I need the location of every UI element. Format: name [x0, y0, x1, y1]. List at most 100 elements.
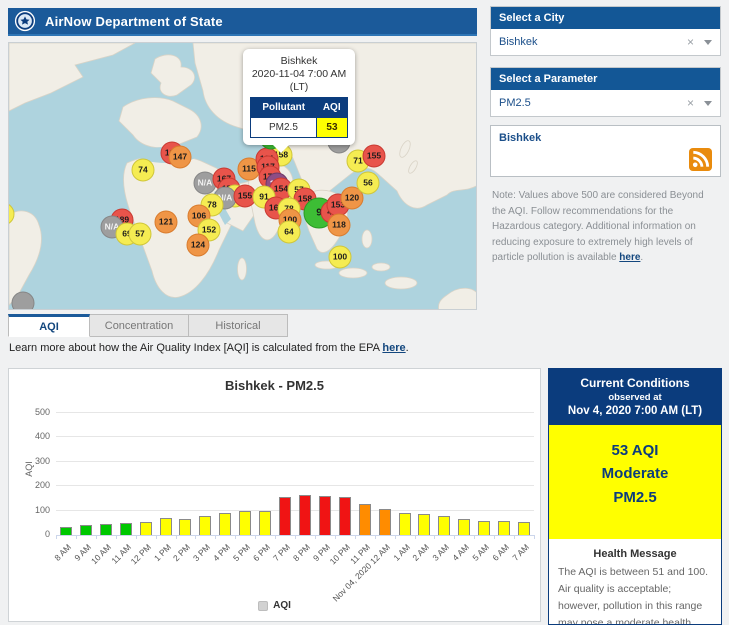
health-message-text: The AQI is between 51 and 100. Air quali…: [549, 564, 721, 625]
chart-yaxis-title: AQI: [24, 461, 34, 477]
aqi-map-marker[interactable]: 118: [328, 214, 351, 237]
popup-col-aqi: AQI: [316, 98, 347, 118]
aqi-map-marker[interactable]: 124: [187, 234, 210, 257]
aqi-map-marker[interactable]: 57: [129, 223, 152, 246]
observed-datetime: Nov 4, 2020 7:00 AM (LT): [553, 405, 717, 417]
x-axis-tick: [355, 535, 356, 539]
aqi-bar[interactable]: [279, 497, 291, 535]
y-axis-tick-label: 300: [35, 456, 50, 466]
legend-label: AQI: [273, 600, 291, 611]
aqi-bar[interactable]: [399, 513, 411, 535]
note-suffix: .: [640, 252, 643, 263]
aqi-bar[interactable]: [339, 497, 351, 535]
aqi-map-marker[interactable]: 64: [278, 221, 301, 244]
parameter-select-value: PM2.5: [499, 97, 687, 109]
aqi-bar[interactable]: [438, 516, 450, 535]
aqi-map-marker[interactable]: 147: [169, 146, 192, 169]
gridline: [56, 461, 534, 462]
popup-datetime: 2020-11-04 7:00 AM: [248, 68, 350, 81]
y-axis-tick-label: 200: [35, 480, 50, 490]
tab-concentration[interactable]: Concentration: [90, 314, 189, 337]
city-feed-box[interactable]: Bishkek: [490, 125, 721, 177]
city-select[interactable]: Bishkek ×: [491, 29, 720, 55]
aqi-bar[interactable]: [219, 513, 231, 535]
parameter-select[interactable]: PM2.5 ×: [491, 90, 720, 116]
aqi-bar[interactable]: [120, 523, 132, 535]
x-axis-tick: [255, 535, 256, 539]
aqi-bar[interactable]: [458, 519, 470, 535]
app-header: AirNow Department of State: [8, 8, 477, 36]
aqi-map-marker[interactable]: 155: [363, 145, 386, 168]
tab-aqi[interactable]: AQI: [8, 314, 90, 337]
airnow-page: AirNow Department of State: [0, 0, 729, 625]
aqi-bar[interactable]: [199, 516, 211, 535]
aqi-summary-block: 53 AQI Moderate PM2.5: [549, 425, 721, 539]
aqi-bar[interactable]: [518, 522, 530, 535]
x-axis-tick: [335, 535, 336, 539]
y-axis-tick-label: 100: [35, 505, 50, 515]
popup-col-pollutant: Pollutant: [251, 98, 317, 118]
aqi-bar[interactable]: [379, 509, 391, 535]
aqi-bar[interactable]: [498, 521, 510, 535]
x-axis-tick: [454, 535, 455, 539]
aqi-map-marker[interactable]: 100: [329, 246, 352, 269]
aqi-chart-panel: Bishkek - PM2.5 AQI 01002003004005008 AM…: [8, 368, 541, 622]
aqi-map-marker[interactable]: 121: [155, 211, 178, 234]
aqi-bar[interactable]: [60, 527, 72, 535]
x-axis-tick: [116, 535, 117, 539]
world-aqi-map[interactable]: 816214774N/A167115150152N/A1557810615212…: [8, 42, 477, 310]
current-conditions-title: Current Conditions: [553, 376, 717, 390]
aqi-map-marker[interactable]: [12, 292, 35, 311]
aqi-map-marker[interactable]: 56: [357, 172, 380, 195]
chart-legend[interactable]: AQI: [9, 600, 540, 611]
aqi-bar[interactable]: [239, 511, 251, 535]
aqi-bar[interactable]: [179, 519, 191, 535]
chevron-down-icon[interactable]: [704, 40, 712, 45]
aqi-bar[interactable]: [80, 525, 92, 535]
x-axis-tick: [295, 535, 296, 539]
x-axis-tick: [215, 535, 216, 539]
current-pollutant: PM2.5: [553, 486, 717, 509]
chevron-down-icon[interactable]: [704, 101, 712, 106]
map-popup: Bishkek 2020-11-04 7:00 AM (LT) Pollutan…: [243, 49, 355, 145]
x-axis-tick: [195, 535, 196, 539]
x-axis-tick: [275, 535, 276, 539]
y-axis-tick-label: 400: [35, 431, 50, 441]
parameter-clear-icon[interactable]: ×: [687, 96, 694, 110]
x-axis-tick: [156, 535, 157, 539]
current-conditions-header: Current Conditions observed at Nov 4, 20…: [549, 369, 721, 425]
aqi-bar[interactable]: [299, 495, 311, 535]
x-axis-tick: [434, 535, 435, 539]
aqi-bar[interactable]: [418, 514, 430, 535]
x-axis-tick: [176, 535, 177, 539]
aqi-bar[interactable]: [478, 521, 490, 535]
aqi-bar[interactable]: [160, 518, 172, 535]
note-here-link[interactable]: here: [619, 252, 640, 263]
gridline: [56, 412, 534, 413]
x-axis-tick: [96, 535, 97, 539]
aqi-bar[interactable]: [259, 511, 271, 535]
x-axis-tick: [514, 535, 515, 539]
city-panel-header: Select a City: [491, 7, 720, 29]
popup-aqi-value: 53: [316, 118, 347, 138]
popup-aqi-table: Pollutant AQI PM2.5 53: [250, 97, 348, 138]
aqi-map-marker[interactable]: 74: [132, 159, 155, 182]
aqi-bar[interactable]: [359, 504, 371, 535]
popup-pollutant-value: PM2.5: [251, 118, 317, 138]
city-clear-icon[interactable]: ×: [687, 35, 694, 49]
rss-icon[interactable]: [689, 148, 712, 171]
x-axis-tick: [56, 535, 57, 539]
learn-more-text: Learn more about how the Air Quality Ind…: [9, 342, 409, 354]
aqi-bar[interactable]: [319, 496, 331, 535]
y-axis-tick-label: 500: [35, 407, 50, 417]
learn-more-here-link[interactable]: here: [382, 342, 405, 354]
x-axis-tick: [534, 535, 535, 539]
current-conditions-panel: Current Conditions observed at Nov 4, 20…: [548, 368, 722, 625]
aqi-bar[interactable]: [140, 522, 152, 535]
aqi-bar[interactable]: [100, 524, 112, 535]
health-message-header: Health Message: [549, 548, 721, 560]
legend-swatch-icon: [258, 601, 268, 611]
tab-historical[interactable]: Historical: [189, 314, 288, 337]
gridline: [56, 485, 534, 486]
x-axis-tick: [494, 535, 495, 539]
